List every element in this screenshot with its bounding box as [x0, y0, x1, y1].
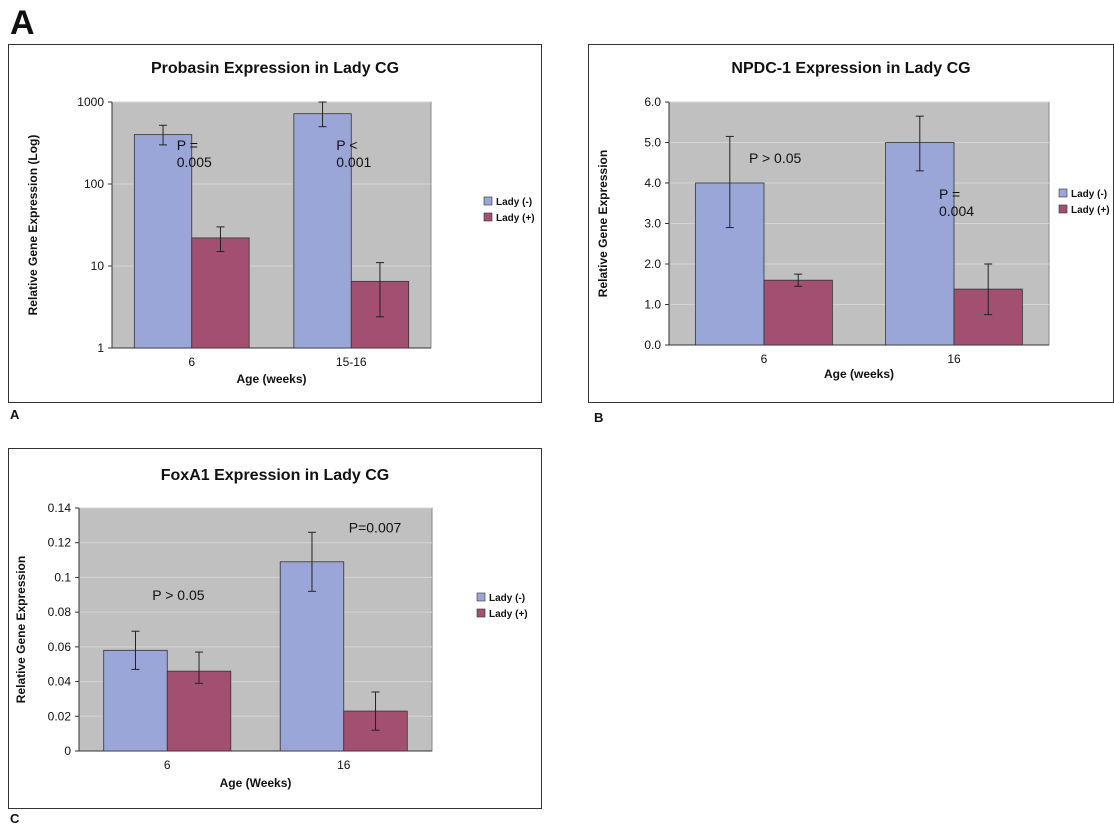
y-tick-label: 5.0	[644, 136, 661, 150]
foxa1-chart: FoxA1 Expression in Lady CG 0 0.02 0.04 0.06…	[8, 448, 542, 809]
legend-swatch	[476, 608, 486, 618]
bar	[166, 670, 232, 752]
legend-label: Lady (+)	[489, 609, 528, 620]
y-tick-label: 0.0	[644, 338, 661, 352]
npdc1-chart: NPDC-1 Expression in Lady CG 0.0 1.0 2.0 3.0…	[588, 44, 1114, 403]
bar	[293, 113, 352, 349]
p-value-annotation: P=0.007	[349, 519, 402, 535]
y-tick-label: 0.14	[48, 501, 72, 515]
legend-label: Lady (-)	[496, 197, 532, 208]
chart-title: NPDC-1 Expression in Lady CG	[731, 60, 970, 77]
y-tick-label: 0.1	[54, 570, 71, 584]
bar	[133, 134, 193, 349]
p-value-annotation: P <	[336, 137, 357, 153]
y-tick-label: 1.0	[644, 298, 661, 312]
y-tick-label: 0.08	[48, 605, 72, 619]
y-tick-label: 10	[91, 259, 105, 273]
bar	[885, 142, 955, 346]
chart-title: Probasin Expression in Lady CG	[151, 60, 399, 77]
legend-swatch	[483, 196, 493, 206]
legend-label: Lady (-)	[489, 593, 525, 604]
foxa1-svg: FoxA1 Expression in Lady CG 0 0.02 0.04 0.06…	[14, 467, 528, 790]
x-tick-label: 6	[188, 355, 195, 369]
p-value-annotation: P =	[177, 137, 198, 153]
p-value-annotation: 0.005	[177, 154, 212, 170]
bar	[763, 279, 833, 346]
p-value-annotation: P > 0.05	[152, 587, 205, 603]
p-value-annotation: P =	[939, 186, 960, 202]
y-tick-label: 6.0	[644, 95, 661, 109]
y-axis-label: Relative Gene Expression (Log)	[26, 135, 40, 316]
npdc1-svg: NPDC-1 Expression in Lady CG 0.0 1.0 2.0 3.0…	[596, 60, 1110, 381]
p-value-annotation: P > 0.05	[749, 150, 802, 166]
x-tick-label: 6	[164, 758, 171, 772]
y-tick-label: 4.0	[644, 176, 661, 190]
legend-label: Lady (+)	[1071, 205, 1110, 216]
x-axis-label: Age (weeks)	[824, 367, 894, 381]
legend-label: Lady (+)	[496, 213, 535, 224]
legend-swatch	[476, 592, 486, 602]
figure-label: A	[10, 4, 35, 42]
x-tick-label: 16	[947, 352, 961, 366]
y-tick-label: 100	[84, 177, 104, 191]
bar	[279, 561, 345, 752]
y-tick-label: 0.04	[48, 675, 72, 689]
panel-label-a: A	[10, 407, 20, 422]
x-axis-label: Age (Weeks)	[220, 776, 292, 790]
panel-label-c: C	[10, 811, 20, 826]
y-tick-label: 0.12	[48, 536, 72, 550]
y-tick-label: 0.02	[48, 709, 72, 723]
probasin-chart: Probasin Expression in Lady CG 1 10 100 1000…	[8, 44, 542, 403]
legend-label: Lady (-)	[1071, 189, 1107, 200]
y-axis-label: Relative Gene Expression	[14, 556, 28, 703]
y-tick-label: 0	[64, 744, 71, 758]
bar	[191, 237, 250, 349]
probasin-svg: Probasin Expression in Lady CG 1 10 100 1000…	[26, 60, 535, 386]
x-axis-label: Age (weeks)	[236, 372, 306, 386]
p-value-annotation: 0.001	[336, 154, 371, 170]
legend-swatch	[1058, 188, 1068, 198]
y-tick-label: 1	[97, 341, 104, 355]
y-tick-label: 1000	[77, 95, 104, 109]
x-tick-label: 6	[761, 352, 768, 366]
legend-swatch	[483, 212, 493, 222]
y-axis-label: Relative Gene Expression	[596, 150, 610, 297]
x-tick-label: 15-16	[336, 355, 367, 369]
chart-title: FoxA1 Expression in Lady CG	[161, 467, 390, 484]
legend-swatch	[1058, 204, 1068, 214]
x-tick-label: 16	[337, 758, 351, 772]
y-tick-label: 2.0	[644, 257, 661, 271]
y-tick-label: 3.0	[644, 217, 661, 231]
panel-label-b: B	[594, 410, 604, 425]
y-tick-label: 0.06	[48, 640, 72, 654]
p-value-annotation: 0.004	[939, 203, 974, 219]
